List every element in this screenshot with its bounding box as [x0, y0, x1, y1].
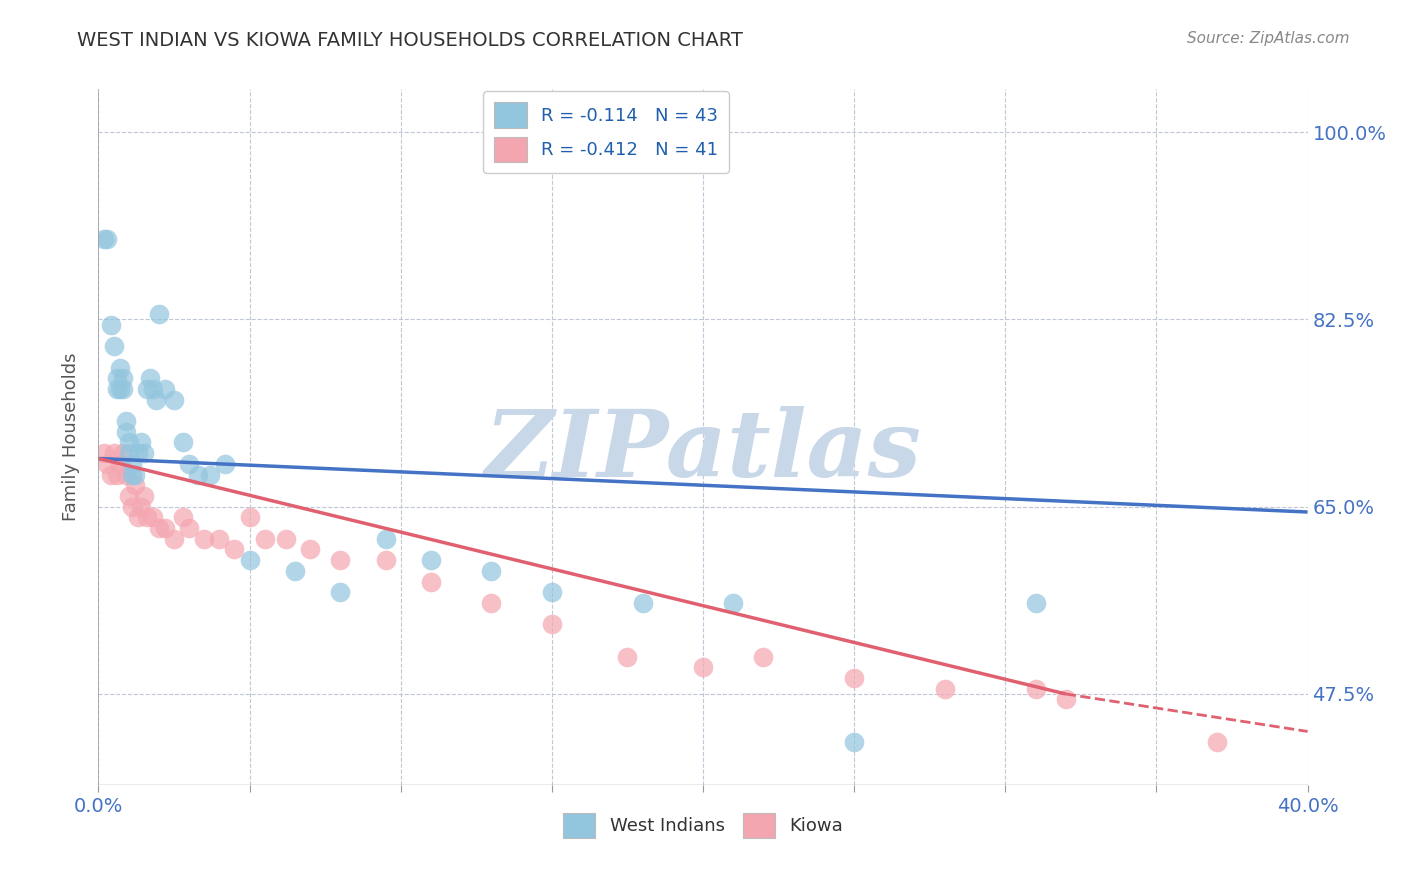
Point: [374, 532, 396, 546]
Point: [163, 532, 186, 546]
Point: [692, 660, 714, 674]
Point: [103, 446, 125, 460]
Point: [208, 532, 231, 546]
Point: [111, 446, 134, 460]
Text: ZIPatlas: ZIPatlas: [485, 406, 921, 496]
Point: [108, 360, 131, 375]
Point: [132, 489, 155, 503]
Point: [118, 435, 141, 450]
Point: [121, 457, 143, 471]
Point: [374, 553, 396, 567]
Point: [127, 510, 149, 524]
Point: [481, 564, 503, 578]
Point: [139, 371, 162, 385]
Text: Source: ZipAtlas.com: Source: ZipAtlas.com: [1187, 31, 1350, 46]
Point: [1054, 692, 1077, 706]
Point: [299, 542, 322, 557]
Point: [135, 382, 157, 396]
Point: [108, 382, 131, 396]
Point: [214, 457, 236, 471]
Text: WEST INDIAN VS KIOWA FAMILY HOUSEHOLDS CORRELATION CHART: WEST INDIAN VS KIOWA FAMILY HOUSEHOLDS C…: [77, 31, 744, 50]
Point: [481, 596, 503, 610]
Point: [253, 532, 276, 546]
Point: [124, 478, 146, 492]
Point: [108, 457, 131, 471]
Point: [118, 446, 141, 460]
Point: [224, 542, 246, 557]
Point: [844, 671, 866, 685]
Point: [114, 467, 136, 482]
Point: [121, 467, 143, 482]
Point: [124, 467, 146, 482]
Point: [1024, 681, 1046, 696]
Point: [96, 457, 118, 471]
Point: [239, 553, 262, 567]
Point: [105, 467, 128, 482]
Point: [142, 382, 165, 396]
Point: [114, 425, 136, 439]
Point: [93, 446, 115, 460]
Point: [172, 435, 194, 450]
Point: [200, 467, 222, 482]
Point: [100, 467, 122, 482]
Point: [142, 510, 165, 524]
Point: [329, 585, 352, 599]
Y-axis label: Family Households: Family Households: [62, 353, 80, 521]
Point: [239, 510, 262, 524]
Point: [329, 553, 352, 567]
Point: [844, 735, 866, 749]
Point: [105, 382, 128, 396]
Point: [723, 596, 745, 610]
Point: [153, 382, 176, 396]
Point: [153, 521, 176, 535]
Point: [118, 489, 141, 503]
Point: [172, 510, 194, 524]
Point: [420, 574, 443, 589]
Point: [127, 446, 149, 460]
Point: [96, 232, 118, 246]
Point: [540, 617, 562, 632]
Point: [100, 318, 122, 332]
Point: [284, 564, 307, 578]
Point: [1206, 735, 1229, 749]
Point: [631, 596, 654, 610]
Point: [934, 681, 956, 696]
Point: [103, 339, 125, 353]
Legend: West Indians, Kiowa: West Indians, Kiowa: [555, 805, 851, 846]
Point: [148, 307, 170, 321]
Point: [420, 553, 443, 567]
Point: [132, 446, 155, 460]
Point: [179, 521, 201, 535]
Point: [163, 392, 186, 407]
Point: [187, 467, 209, 482]
Point: [616, 649, 638, 664]
Point: [540, 585, 562, 599]
Point: [129, 500, 152, 514]
Point: [148, 521, 170, 535]
Point: [121, 500, 143, 514]
Point: [752, 649, 775, 664]
Point: [1024, 596, 1046, 610]
Point: [193, 532, 215, 546]
Point: [111, 382, 134, 396]
Point: [145, 392, 167, 407]
Point: [129, 435, 152, 450]
Point: [274, 532, 297, 546]
Point: [135, 510, 157, 524]
Point: [111, 371, 134, 385]
Point: [179, 457, 201, 471]
Point: [93, 232, 115, 246]
Point: [105, 371, 128, 385]
Point: [114, 414, 136, 428]
